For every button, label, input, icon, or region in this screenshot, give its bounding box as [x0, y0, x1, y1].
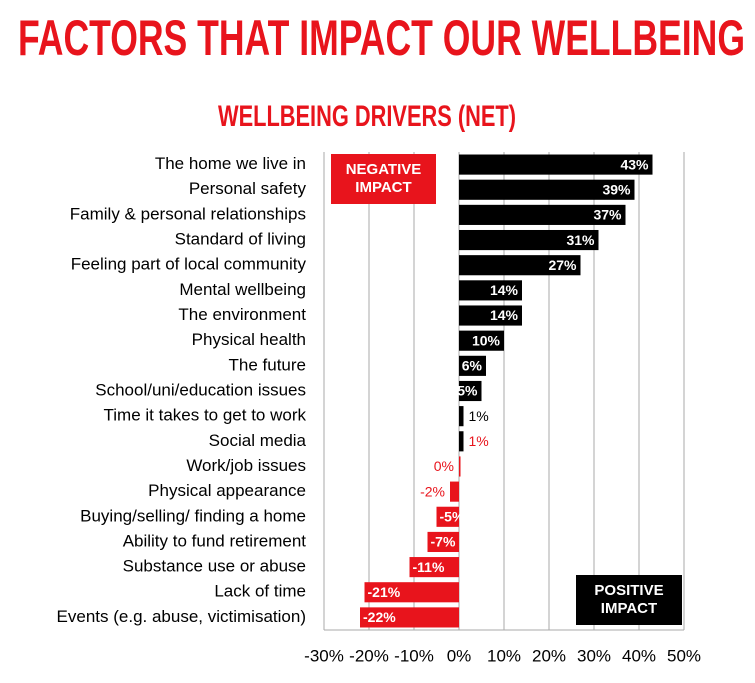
x-tick-label: 30%	[577, 646, 611, 665]
x-tick-label: 40%	[622, 646, 656, 665]
chart-subtitle: WELLBEING DRIVERS (NET)	[218, 100, 516, 133]
value-label: 10%	[472, 332, 501, 348]
chart-title: FACTORS THAT IMPACT OUR WELLBEING	[18, 10, 745, 66]
bar	[459, 431, 464, 452]
value-label: 37%	[593, 207, 622, 223]
category-label: Ability to fund retirement	[123, 531, 307, 550]
value-label: -2%	[420, 483, 445, 499]
x-tick-label: 10%	[487, 646, 521, 665]
value-label: 1%	[469, 433, 489, 449]
x-tick-label: -10%	[394, 646, 434, 665]
x-tick-label: -20%	[349, 646, 389, 665]
x-tick-label: 20%	[532, 646, 566, 665]
category-label: School/uni/education issues	[95, 380, 306, 399]
value-label: -5%	[440, 508, 465, 524]
annotation-positive: POSITIVE IMPACT	[576, 575, 682, 625]
category-label: Work/job issues	[186, 456, 306, 475]
x-tick-label: 50%	[667, 646, 701, 665]
bar	[436, 506, 459, 527]
bar	[459, 355, 486, 376]
bar	[459, 179, 635, 200]
value-label: 6%	[462, 358, 483, 374]
value-label: 27%	[548, 257, 577, 273]
bar	[459, 204, 626, 225]
value-label: 43%	[620, 156, 649, 172]
category-label: Events (e.g. abuse, victimisation)	[57, 607, 306, 626]
value-label: 14%	[490, 282, 519, 298]
category-label: Physical appearance	[148, 481, 306, 500]
category-label: The future	[229, 355, 307, 374]
annotation-negative: NEGATIVE IMPACT	[331, 154, 436, 204]
category-label: Social media	[209, 431, 307, 450]
bar	[450, 481, 459, 502]
value-label: 5%	[457, 383, 478, 399]
bar	[459, 255, 581, 276]
value-label: 0%	[434, 458, 454, 474]
category-label: Buying/selling/ finding a home	[80, 506, 306, 525]
value-label: -21%	[368, 584, 401, 600]
value-label: 1%	[469, 408, 489, 424]
category-label: Feeling part of local community	[71, 255, 307, 274]
bar	[459, 406, 464, 427]
bar	[459, 280, 522, 301]
bar	[459, 154, 653, 175]
value-label: 14%	[490, 307, 519, 323]
x-tick-label: -30%	[304, 646, 344, 665]
value-label: -7%	[431, 534, 456, 550]
value-label: -22%	[363, 609, 396, 625]
category-label: The home we live in	[155, 154, 306, 173]
bar	[459, 305, 522, 326]
bar	[459, 330, 504, 351]
category-label: Substance use or abuse	[123, 557, 306, 576]
bar	[459, 456, 461, 477]
bar	[364, 582, 459, 603]
category-label: Lack of time	[214, 582, 306, 601]
bar	[409, 557, 459, 578]
value-label: 31%	[566, 232, 595, 248]
bar	[360, 607, 459, 628]
x-tick-label: 0%	[447, 646, 472, 665]
category-label: Personal safety	[189, 179, 307, 198]
category-label: The environment	[178, 305, 306, 324]
bar	[427, 531, 459, 553]
value-label: 39%	[602, 181, 631, 197]
value-label: -11%	[413, 559, 445, 575]
bar	[459, 380, 482, 402]
category-label: Mental wellbeing	[179, 280, 306, 299]
category-label: Physical health	[192, 330, 306, 349]
category-label: Standard of living	[175, 230, 306, 249]
category-label: Family & personal relationships	[70, 204, 306, 223]
category-label: Time it takes to get to work	[104, 406, 307, 425]
bar	[459, 229, 599, 251]
